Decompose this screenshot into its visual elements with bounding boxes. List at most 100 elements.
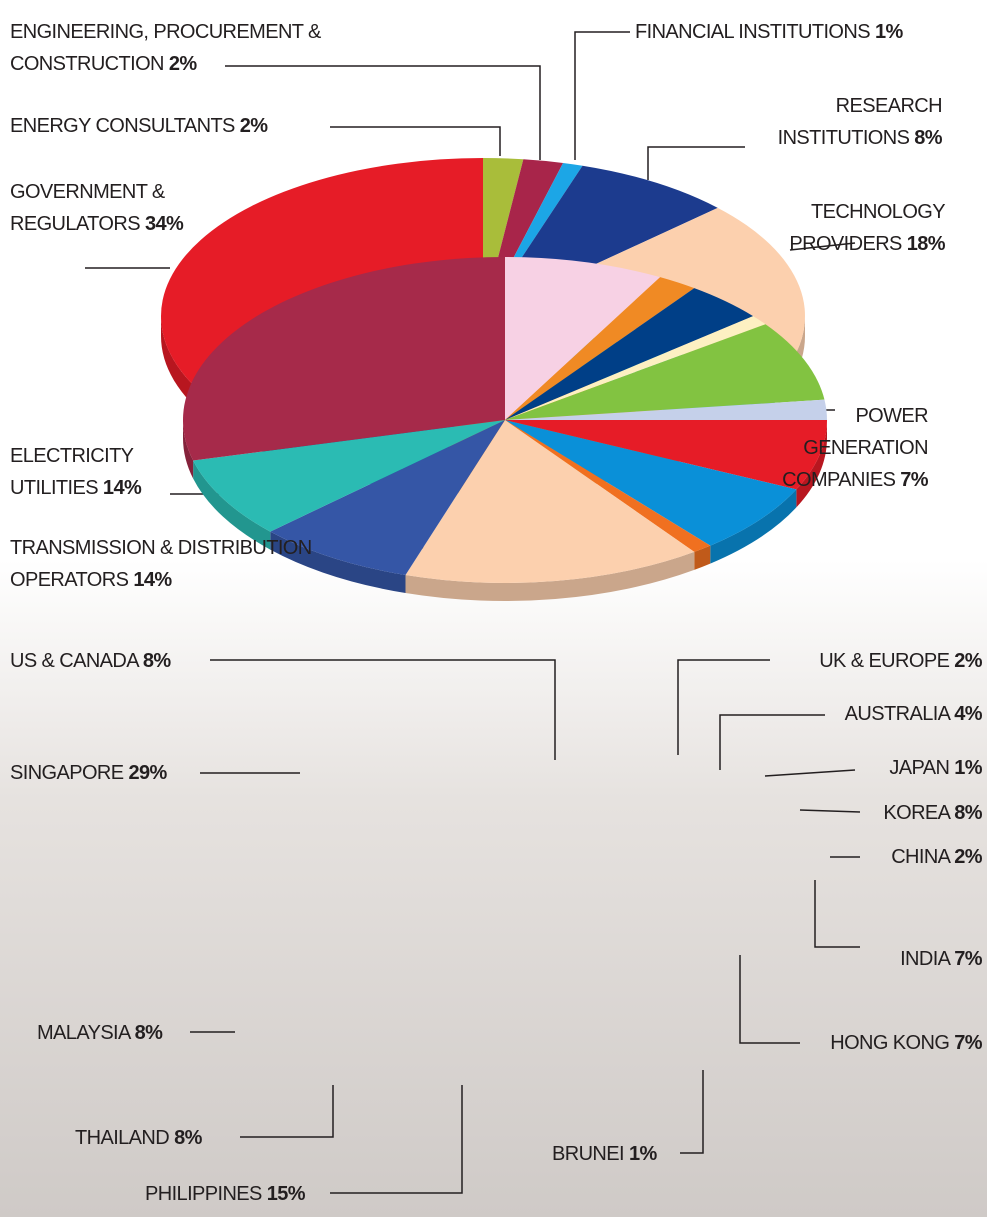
data-label: RESEARCH INSTITUTIONS 8% bbox=[752, 90, 943, 154]
data-label: ELECTRICITY UTILITIES 14% bbox=[10, 440, 180, 504]
slice bbox=[405, 420, 695, 583]
category-label: UK & EUROPE bbox=[819, 650, 950, 672]
data-label: JAPAN 1% bbox=[889, 752, 982, 784]
value-label: 34% bbox=[144, 213, 184, 235]
category-label: ENERGY CONSULTANTS bbox=[10, 115, 235, 137]
data-label: US & CANADA 8% bbox=[10, 645, 171, 677]
value-label: 8% bbox=[142, 650, 171, 672]
slice bbox=[505, 420, 797, 546]
value-label: 7% bbox=[954, 948, 982, 970]
slice-side bbox=[405, 551, 695, 601]
value-label: 4% bbox=[954, 703, 982, 725]
category-label: PHILIPPINES bbox=[145, 1183, 262, 1205]
slice bbox=[270, 420, 505, 576]
value-label: 7% bbox=[900, 469, 928, 491]
data-label: HONG KONG 7% bbox=[830, 1027, 982, 1059]
category-label: RESEARCH INSTITUTIONS bbox=[777, 95, 943, 149]
slice-side bbox=[193, 460, 271, 550]
value-label: 8% bbox=[914, 127, 942, 149]
data-label: UK & EUROPE 2% bbox=[819, 645, 982, 677]
slice bbox=[505, 420, 827, 490]
data-label: FINANCIAL INSTITUTIONS 1% bbox=[635, 16, 903, 48]
leader-line bbox=[719, 714, 825, 770]
value-label: 15% bbox=[266, 1183, 306, 1205]
leader-line bbox=[799, 809, 861, 813]
leader-line bbox=[647, 146, 745, 180]
value-label: 14% bbox=[102, 477, 142, 499]
slice bbox=[183, 257, 505, 461]
category-label: TECHNOLOGY PROVIDERS bbox=[789, 201, 945, 255]
slice bbox=[505, 420, 711, 552]
data-label: GOVERNMENT & REGULATORS 34% bbox=[10, 176, 190, 240]
data-label: ENGINEERING, PROCUREMENT & CONSTRUCTION … bbox=[10, 16, 350, 80]
category-label: TRANSMISSION & DISTRIBUTION OPERATORS bbox=[10, 537, 312, 591]
slice bbox=[505, 324, 825, 420]
slice bbox=[505, 399, 827, 420]
data-label: MALAYSIA 8% bbox=[37, 1017, 163, 1049]
leader-line bbox=[210, 659, 556, 760]
category-label: POWER GENERATION COMPANIES bbox=[782, 405, 928, 491]
data-label: AUSTRALIA 4% bbox=[845, 698, 983, 730]
value-label: 1% bbox=[954, 757, 982, 779]
category-label: ELECTRICITY UTILITIES bbox=[10, 445, 134, 499]
data-label: THAILAND 8% bbox=[75, 1122, 202, 1154]
slice-side bbox=[270, 531, 406, 594]
value-label: 2% bbox=[954, 846, 982, 868]
category-label: GOVERNMENT & REGULATORS bbox=[10, 181, 165, 235]
leader-line bbox=[677, 659, 770, 755]
leader-line bbox=[814, 880, 860, 948]
data-label: BRUNEI 1% bbox=[552, 1138, 657, 1170]
leader-line bbox=[680, 1070, 704, 1154]
slice bbox=[505, 257, 661, 420]
leader-line bbox=[789, 242, 856, 251]
data-label: PHILIPPINES 15% bbox=[145, 1178, 306, 1210]
data-label: TECHNOLOGY PROVIDERS 18% bbox=[785, 196, 945, 260]
data-label: SINGAPORE 29% bbox=[10, 757, 167, 789]
slice-side bbox=[710, 489, 797, 564]
data-label: ENERGY CONSULTANTS 2% bbox=[10, 110, 268, 142]
category-label: MALAYSIA bbox=[37, 1022, 130, 1044]
leader-line bbox=[739, 955, 800, 1044]
value-label: 7% bbox=[954, 1032, 982, 1054]
value-label: 2% bbox=[239, 115, 268, 137]
value-label: 8% bbox=[954, 802, 982, 824]
category-label: INDIA bbox=[900, 948, 950, 970]
leader-line bbox=[330, 126, 501, 156]
category-label: JAPAN bbox=[889, 757, 950, 779]
category-label: KOREA bbox=[883, 802, 950, 824]
data-label: KOREA 8% bbox=[883, 797, 982, 829]
category-label: CHINA bbox=[891, 846, 950, 868]
category-label: ENGINEERING, PROCUREMENT & CONSTRUCTION bbox=[10, 21, 321, 75]
leader-line bbox=[240, 1085, 334, 1138]
value-label: 2% bbox=[168, 53, 197, 75]
data-label: CHINA 2% bbox=[891, 841, 982, 873]
data-label: TRANSMISSION & DISTRIBUTION OPERATORS 14… bbox=[10, 532, 350, 596]
leader-line bbox=[764, 769, 856, 777]
slice bbox=[505, 277, 695, 420]
category-label: SINGAPORE bbox=[10, 762, 124, 784]
leader-line bbox=[225, 65, 541, 160]
value-label: 8% bbox=[134, 1022, 163, 1044]
category-label: HONG KONG bbox=[830, 1032, 950, 1054]
slice-side bbox=[183, 420, 194, 479]
leader-line bbox=[574, 31, 630, 160]
leader-line bbox=[330, 1085, 463, 1194]
slice bbox=[505, 316, 766, 420]
value-label: 2% bbox=[954, 650, 982, 672]
slice-side bbox=[796, 420, 827, 508]
category-label: US & CANADA bbox=[10, 650, 138, 672]
value-label: 18% bbox=[906, 233, 946, 255]
category-label: BRUNEI bbox=[552, 1143, 625, 1165]
slice-side bbox=[694, 545, 711, 570]
value-label: 1% bbox=[874, 21, 903, 43]
slice bbox=[193, 420, 505, 532]
value-label: 8% bbox=[174, 1127, 202, 1149]
category-label: FINANCIAL INSTITUTIONS bbox=[635, 21, 871, 43]
category-label: THAILAND bbox=[75, 1127, 170, 1149]
value-label: 29% bbox=[128, 762, 168, 784]
data-label: INDIA 7% bbox=[900, 943, 983, 975]
data-label: POWER GENERATION COMPANIES 7% bbox=[758, 400, 928, 496]
slice bbox=[505, 288, 754, 420]
